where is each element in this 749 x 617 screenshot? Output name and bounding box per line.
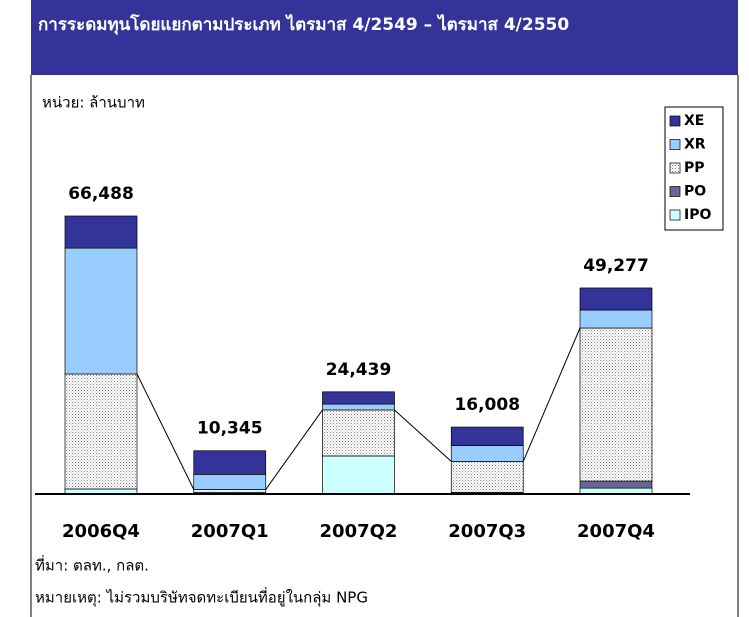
bar-segment — [64, 373, 138, 490]
legend-swatch — [669, 162, 681, 174]
legend-label: IPO — [684, 207, 711, 223]
bar-segment — [579, 327, 653, 482]
x-tick-label: 2007Q4 — [577, 521, 655, 542]
connector — [265, 409, 323, 490]
connector — [394, 409, 452, 462]
bar-segment — [193, 473, 267, 490]
legend-label: XE — [684, 113, 704, 129]
bar-segment — [322, 409, 395, 457]
source: ที่มา: ตลท., กลต. — [35, 555, 149, 575]
total-label: 16,008 — [454, 395, 520, 415]
x-tick-label: 2007Q3 — [448, 521, 526, 542]
legend-label: PO — [684, 184, 706, 200]
unit-label: หน่วย: ล้านบาท — [42, 94, 145, 112]
x-tick-label: 2006Q4 — [62, 521, 140, 542]
total-label: 49,277 — [583, 256, 649, 276]
legend-label: XR — [684, 137, 706, 153]
legend-swatch — [669, 186, 681, 197]
chart-title: การระดมทุนโดยแยกตามประเภท ไตรมาส 4/2549 … — [38, 14, 569, 35]
legend-label: PP — [684, 160, 705, 176]
bar-segment — [579, 309, 653, 329]
bar-segment — [64, 247, 138, 375]
total-label: 66,488 — [68, 184, 134, 204]
connector — [136, 373, 195, 490]
x-tick-label: 2007Q1 — [191, 521, 269, 542]
note: หมายเหตุ: ไม่รวมบริษัทจดทะเบียนที่อยู่ใน… — [35, 587, 368, 608]
connector — [522, 327, 581, 462]
x-tick-label: 2007Q2 — [320, 521, 398, 542]
legend-swatch — [669, 209, 681, 221]
bar-segment — [322, 455, 395, 495]
bar-segment — [579, 480, 653, 489]
legend-swatch — [669, 115, 681, 127]
total-label: 10,345 — [197, 419, 263, 439]
bar-segment — [193, 450, 267, 475]
bar-segment — [193, 489, 267, 493]
total-label: 24,439 — [326, 360, 392, 380]
bar-segment — [450, 426, 524, 446]
bar-segment — [450, 445, 524, 462]
legend-swatch — [669, 139, 681, 150]
title-band — [31, 0, 738, 75]
bar-segment — [322, 403, 395, 411]
bar-segment — [322, 391, 395, 405]
bar-segment — [579, 287, 653, 311]
bar-segment — [450, 461, 524, 493]
bar-segment — [64, 215, 138, 249]
